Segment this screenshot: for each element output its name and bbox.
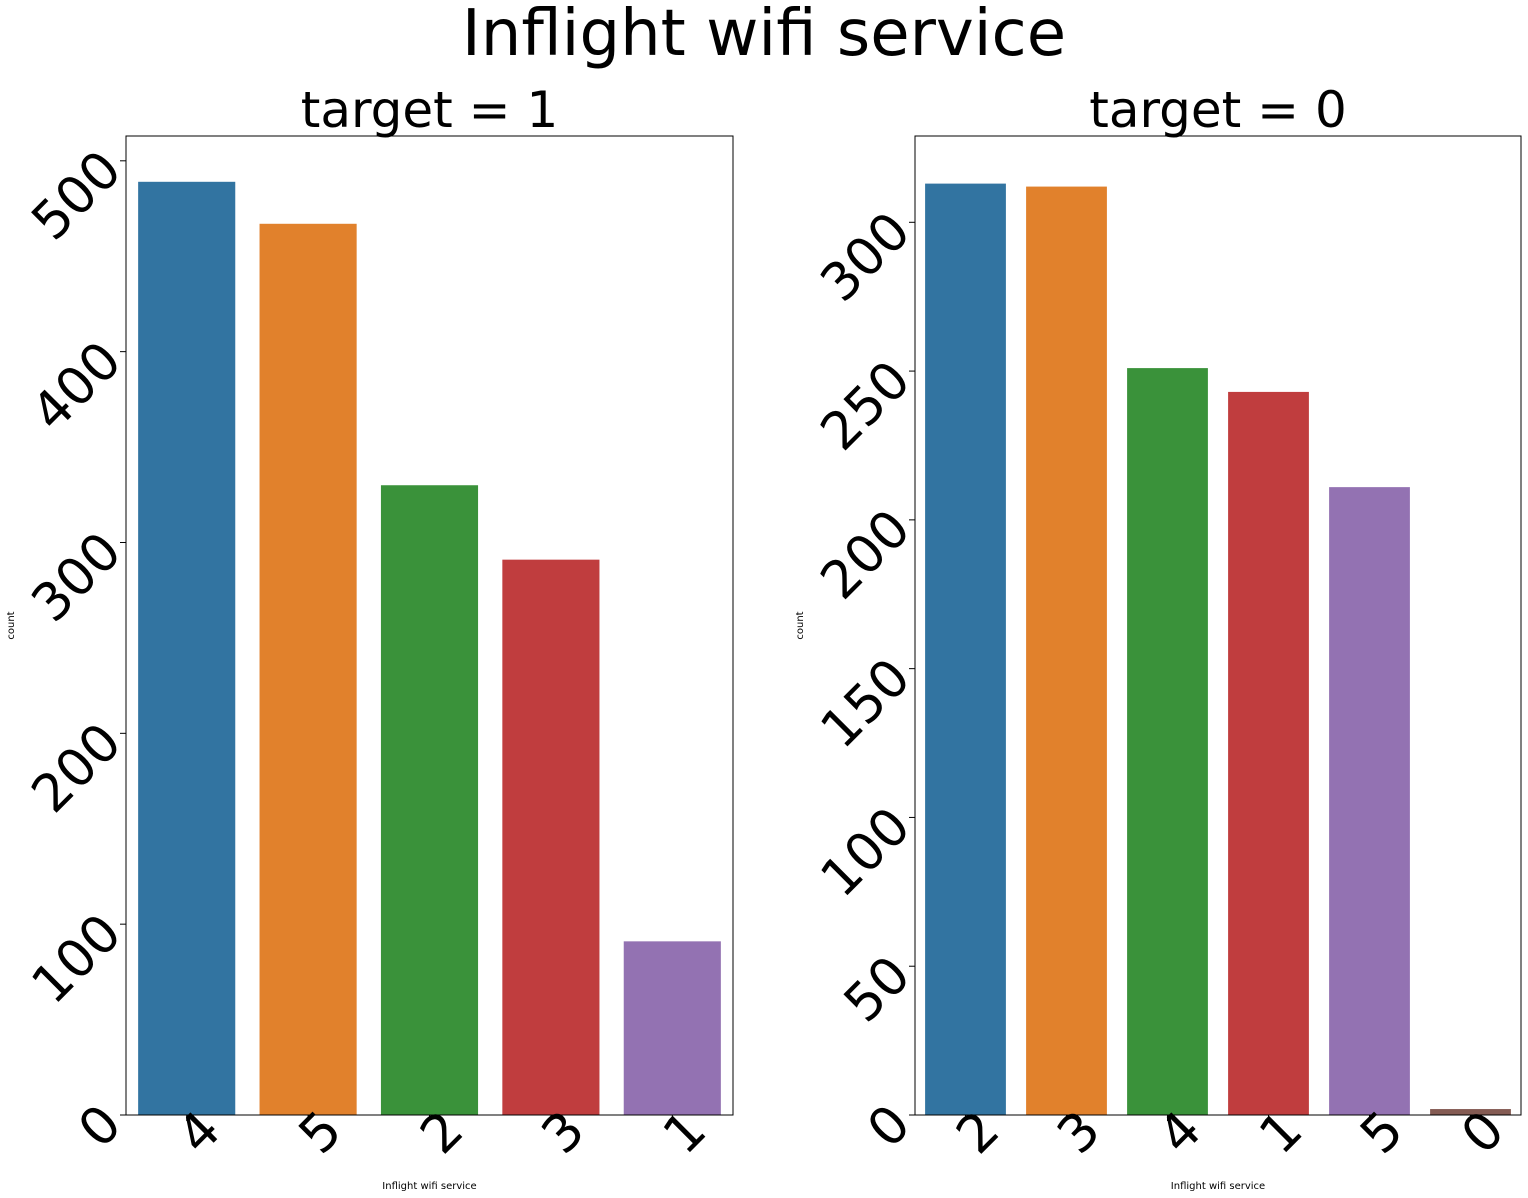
y-tick-label: 300 (810, 201, 923, 314)
y-tick-label: 100 (21, 903, 134, 1016)
y-tick-label: 300 (21, 521, 134, 634)
figure-title: Inflight wifi service (462, 0, 1066, 71)
subplot-title: target = 1 (301, 81, 559, 139)
y-tick-label: 200 (21, 712, 134, 825)
y-tick-label: 150 (810, 647, 923, 760)
y-axis-label: count (795, 611, 806, 639)
bar-0 (1430, 1109, 1511, 1115)
y-tick-label: 500 (21, 140, 134, 253)
bar-4 (1127, 368, 1208, 1115)
bar-3 (502, 559, 600, 1115)
y-tick-label: 400 (21, 330, 134, 443)
y-tick-label: 50 (833, 945, 922, 1034)
y-tick-label: 200 (810, 499, 923, 612)
x-axis-label: Inflight wifi service (382, 1181, 476, 1192)
bar-2 (925, 183, 1006, 1115)
bar-3 (1026, 186, 1107, 1116)
bar-2 (380, 485, 479, 1116)
axes-frame (914, 135, 1522, 1116)
bar-1 (1228, 391, 1309, 1115)
y-tick-label: 0 (67, 1094, 133, 1160)
y-axis-label: count (6, 611, 17, 639)
bar-1 (623, 941, 721, 1115)
bar-5 (259, 223, 357, 1115)
y-tick-label: 100 (810, 796, 923, 909)
subplot-title: target = 0 (1089, 81, 1347, 139)
bar-4 (138, 181, 236, 1116)
x-axis-label: Inflight wifi service (1171, 1181, 1265, 1192)
y-tick-label: 0 (856, 1094, 922, 1160)
y-tick-label: 250 (810, 350, 923, 463)
bar-5 (1329, 487, 1410, 1115)
